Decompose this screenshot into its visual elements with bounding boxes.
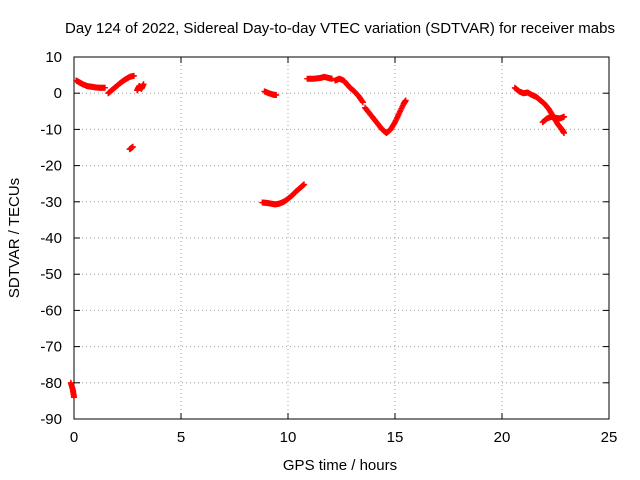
data-points [67,72,568,401]
y-tick-label: -50 [40,266,62,283]
data-point [130,72,137,79]
data-point [561,113,568,120]
y-tick-label: -70 [40,339,62,356]
x-tick-label: 25 [601,429,618,446]
data-point [328,75,335,82]
y-tick-label: -30 [40,194,62,211]
data-point [102,84,109,91]
grid-lines [74,57,609,419]
data-point [140,81,147,88]
y-tick-label: -80 [40,375,62,392]
x-tick-label: 20 [494,429,511,446]
data-point [402,97,409,104]
chart-title: Day 124 of 2022, Sidereal Day-to-day VTE… [65,20,615,37]
x-axis-label: GPS time / hours [283,457,397,474]
x-tick-label: 5 [177,429,185,446]
y-tick-label: 10 [45,49,62,66]
data-point [301,181,308,188]
x-tick-label: 15 [387,429,404,446]
data-point [359,99,366,106]
data-point [273,92,280,99]
y-axis-label: SDTVAR / TECUs [6,178,23,298]
x-tick-label: 10 [280,429,297,446]
data-point [359,98,366,105]
data-point [561,130,568,137]
data-point [129,143,136,150]
y-tick-label: -20 [40,158,62,175]
y-tick-label: -40 [40,230,62,247]
y-tick-label: 0 [54,85,62,102]
y-tick-label: -60 [40,302,62,319]
y-tick-label: -10 [40,121,62,138]
x-tick-label: 0 [70,429,78,446]
y-tick-label: -90 [40,411,62,428]
data-point [71,394,77,401]
axis-ticks: 0 5 10 15 20 25 10 0 -10 -20 -30 -40 -50 -60 -70 -80 -90 [40,49,617,446]
